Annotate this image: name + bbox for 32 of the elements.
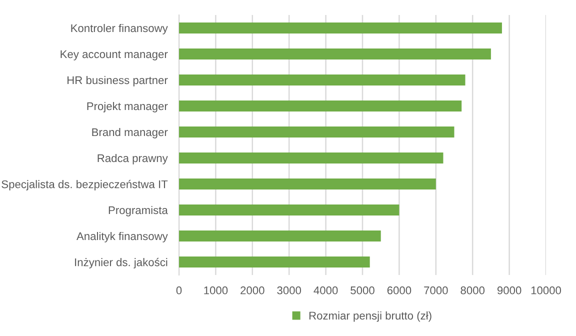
legend-label: Rozmiar pensji brutto (zł)	[309, 311, 432, 322]
y-tick-label: HR business partner	[68, 76, 168, 86]
bar	[179, 22, 502, 34]
bar	[179, 204, 400, 216]
y-tick-label: Kontroler finansowy	[71, 24, 168, 34]
y-tick-label: Radca prawny	[98, 154, 168, 164]
x-tick-label: 6000	[387, 286, 412, 294]
bar	[179, 178, 436, 190]
y-tick-label: Analityk finansowy	[76, 232, 168, 242]
bar	[179, 74, 466, 86]
x-tick-label: 9000	[497, 286, 522, 294]
x-tick-label: 7000	[424, 286, 448, 294]
y-tick-label: Inżynier ds. jakości	[75, 258, 168, 268]
y-tick-label: Key account manager	[60, 50, 168, 60]
x-tick-label: 0	[176, 286, 182, 294]
bar	[179, 256, 370, 268]
x-tick-label: 2000	[240, 286, 264, 294]
x-tick-label: 3000	[277, 286, 302, 294]
y-tick-label: Specjalista ds. bezpieczeństwa IT	[2, 180, 168, 190]
bar	[179, 230, 381, 242]
x-tick-label: 1000	[204, 286, 228, 294]
bar	[179, 126, 454, 138]
y-tick-label: Projekt manager	[87, 102, 168, 112]
y-tick-label: Programista	[108, 206, 168, 216]
x-tick-label: 10000	[531, 286, 562, 294]
bar	[179, 152, 444, 164]
bar	[179, 100, 462, 112]
y-tick-label: Brand manager	[92, 128, 168, 138]
x-tick-label: 8000	[460, 286, 485, 294]
x-tick-label: 5000	[350, 286, 374, 294]
x-tick-label: 4000	[314, 286, 338, 294]
bar	[179, 48, 491, 60]
